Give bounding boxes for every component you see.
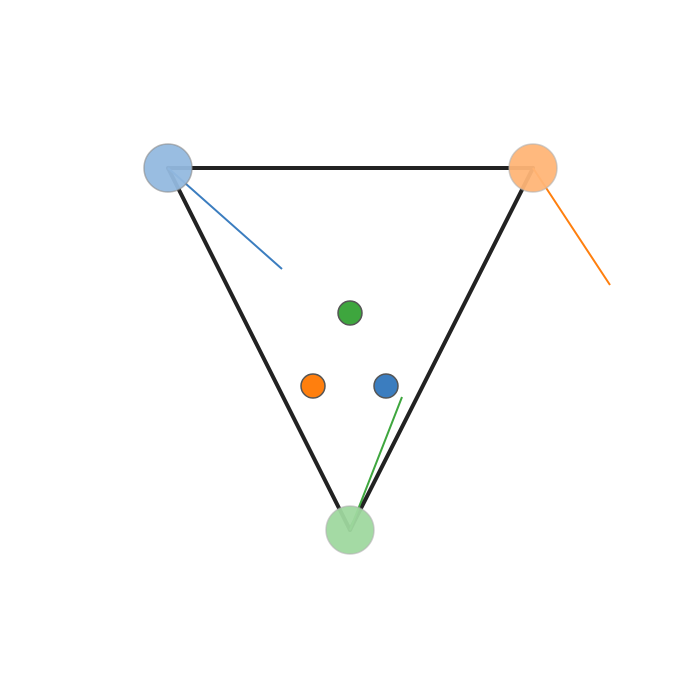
triangle-edge-left	[166, 166, 352, 532]
inner-node-blue	[373, 373, 399, 399]
inner-node-green	[337, 300, 363, 326]
vertex-node-blue	[143, 143, 193, 193]
triangle-edge-right	[348, 166, 535, 532]
vertex-node-green	[325, 505, 375, 555]
connector-line-blue	[167, 167, 283, 270]
vertex-node-orange	[508, 143, 558, 193]
inner-node-orange	[300, 373, 326, 399]
